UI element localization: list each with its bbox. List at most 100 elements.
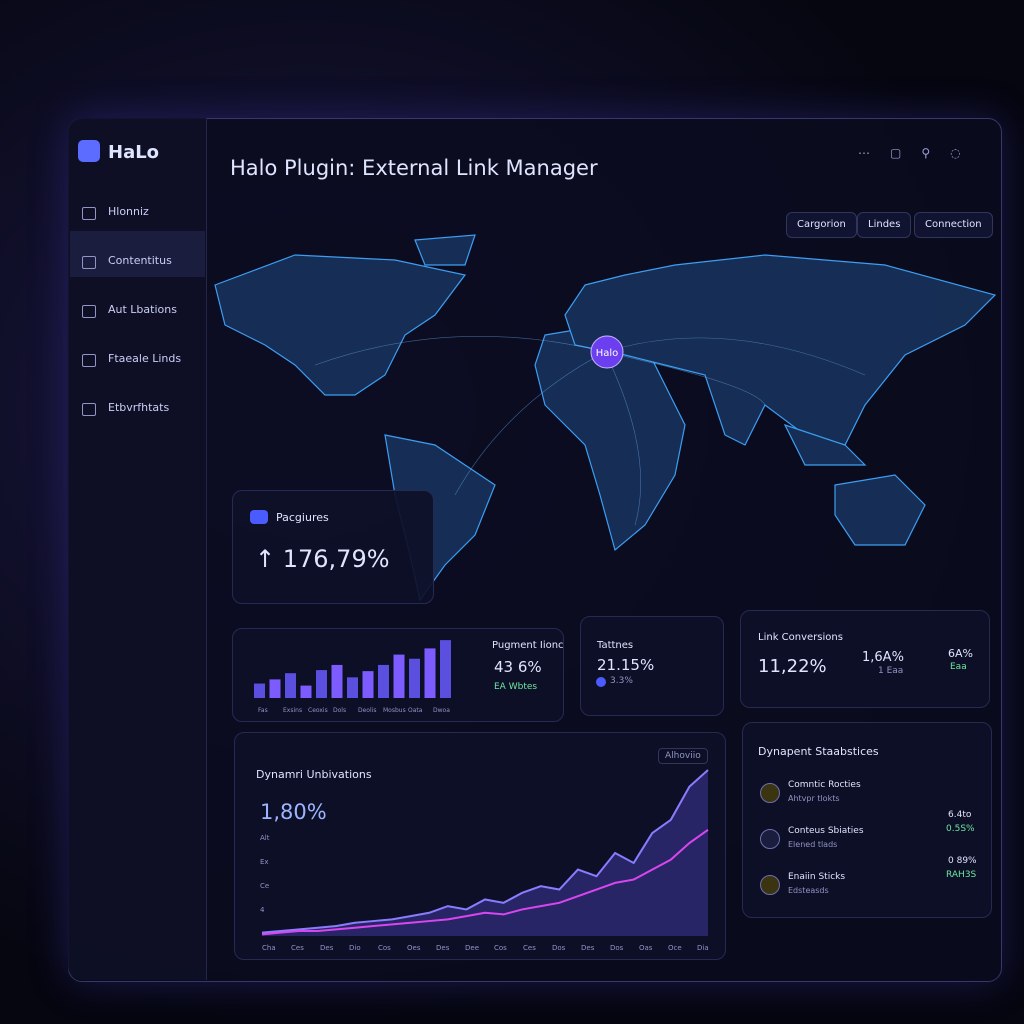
nav-icon xyxy=(82,207,96,220)
stat-sub: Edsteasds xyxy=(788,886,829,895)
x-label: Cha xyxy=(262,944,276,952)
stat-change: RAH3S xyxy=(946,870,977,880)
stat-name: Conteus Sbiaties xyxy=(788,826,864,836)
bar xyxy=(424,648,436,698)
y-label: Alt xyxy=(260,834,270,842)
stat-sub: Elened tlads xyxy=(788,840,838,849)
nav-item[interactable]: Etbvrfhtats xyxy=(108,401,170,414)
nav-icon xyxy=(82,305,96,318)
card-note: 3.3% xyxy=(610,676,633,686)
area-fill xyxy=(262,770,708,936)
card-value: ↑ 176,79% xyxy=(255,545,390,573)
bar-label: Fas xyxy=(258,707,268,714)
bar xyxy=(300,685,312,698)
bar xyxy=(269,679,281,698)
x-label: Des xyxy=(436,944,450,952)
brand: HaLo xyxy=(108,142,160,163)
card-label: Link Conversions xyxy=(758,632,843,643)
bar-label: Dwoa xyxy=(433,707,450,714)
x-label: Dia xyxy=(697,944,709,952)
page-title: Halo Plugin: External Link Manager xyxy=(230,156,598,180)
stats-card xyxy=(742,722,992,918)
stat-change: 0.5S% xyxy=(946,824,975,834)
bar xyxy=(316,670,327,698)
filter-button[interactable]: Lindes xyxy=(857,212,912,238)
filter-button[interactable]: Cargorion xyxy=(786,212,857,238)
nav-item[interactable]: Aut Lbations xyxy=(108,303,177,316)
x-label: Cos xyxy=(378,944,391,952)
card-label: Dynamri Unbivations xyxy=(256,768,372,781)
area-chart: Alt Ex Ce 4 Cha Ces Des Dio Cos Oes Des Dee Cos Ces Do… xyxy=(260,769,709,952)
card-value: 6A% xyxy=(948,647,973,660)
nav-item[interactable]: Contentitus xyxy=(108,254,172,267)
nav-item[interactable]: Hlonniz xyxy=(108,205,149,218)
bar xyxy=(362,671,374,698)
bar xyxy=(254,683,265,698)
stat-icon xyxy=(760,783,780,803)
card-label: Pacgiures xyxy=(276,511,329,524)
card-label: Dynapent Staabstices xyxy=(758,745,879,758)
dot xyxy=(596,677,606,687)
card-label: Tattnes xyxy=(597,640,634,651)
bar-label: Oata xyxy=(408,707,423,714)
card-value: 11,22% xyxy=(758,656,827,677)
stat-icon xyxy=(760,829,780,849)
nav-icon xyxy=(82,403,96,416)
x-label: Des xyxy=(320,944,334,952)
bar-label: Mosbus xyxy=(383,707,406,714)
toolbar-icons[interactable]: ⋯▢⚲◌ xyxy=(858,146,981,160)
totals-card xyxy=(580,616,724,716)
card-value: 1,80% xyxy=(260,800,327,824)
card-label: Pugment Iionc xyxy=(492,640,564,651)
card-note: EA Wbtes xyxy=(494,682,538,692)
x-label: Oes xyxy=(407,944,421,952)
bar xyxy=(393,654,405,698)
pageviews-card xyxy=(232,490,434,604)
x-label: Des xyxy=(581,944,595,952)
filter-button[interactable]: Connection xyxy=(914,212,993,238)
bar xyxy=(409,658,420,698)
pin-label: Halo xyxy=(596,348,619,359)
stat-value: 0 89% xyxy=(948,856,977,866)
x-label: Dio xyxy=(349,944,361,952)
icon xyxy=(250,510,268,524)
x-label: Cos xyxy=(494,944,507,952)
stat-sub: Ahtvpr tlokts xyxy=(788,794,840,803)
line xyxy=(261,769,709,934)
bar-label: Exsins xyxy=(283,707,302,714)
bar xyxy=(378,664,389,698)
bar-chart: Fas Exsins Ceoxis Dols Deolis Mosbus Oata Dwoa xyxy=(254,640,451,714)
x-label: Dos xyxy=(610,944,624,952)
x-label: Dos xyxy=(552,944,566,952)
card-value: 21.15% xyxy=(597,656,655,674)
x-label: Dee xyxy=(465,944,479,952)
nav-icon xyxy=(82,256,96,269)
x-label: Ces xyxy=(291,944,304,952)
bar-label: Deolis xyxy=(358,707,376,714)
y-label: Ce xyxy=(260,882,269,890)
bar-label: Ceoxis xyxy=(308,707,328,714)
stat-name: Comntic Rocties xyxy=(788,780,861,790)
x-label: Oce xyxy=(668,944,682,952)
bar-label: Dols xyxy=(333,707,346,714)
nav-icon xyxy=(82,354,96,367)
nav-active xyxy=(70,231,205,277)
card-note: Eaa xyxy=(950,662,967,672)
bar xyxy=(285,673,296,698)
nav-item[interactable]: Ftaeale Linds xyxy=(108,352,182,365)
card-value: 1,6A% xyxy=(862,650,904,665)
map-pin[interactable] xyxy=(590,335,624,369)
stat-value: 6.4to xyxy=(948,810,972,820)
x-label: Oas xyxy=(639,944,653,952)
bar xyxy=(440,640,451,698)
bar xyxy=(347,677,358,698)
line xyxy=(261,828,709,936)
card-value: 43 6% xyxy=(494,658,542,676)
tag[interactable]: Alhoviio xyxy=(658,748,708,764)
card-note: 1 Eaa xyxy=(878,666,904,676)
bar xyxy=(331,664,343,698)
x-label: Ces xyxy=(523,944,536,952)
y-label: Ex xyxy=(260,858,269,866)
y-label: 4 xyxy=(260,906,265,914)
